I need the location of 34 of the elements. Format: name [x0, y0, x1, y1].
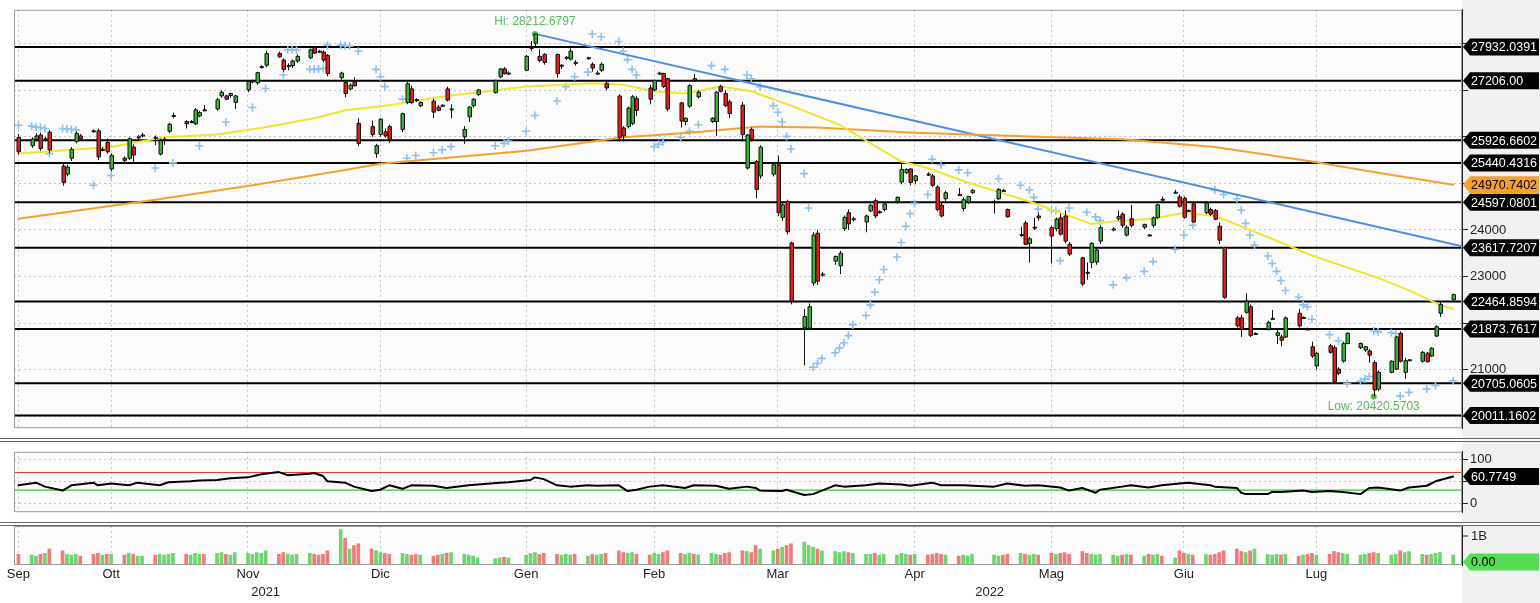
annotation: Low: 20420.5703	[1327, 398, 1421, 413]
ref-line-label: 20011.1602	[1471, 409, 1537, 424]
ref-line-label: 25926.6602	[1471, 133, 1538, 148]
x-tick-label: Feb	[642, 566, 666, 582]
ref-line-label: 27206.00	[1471, 74, 1524, 89]
text: 2022	[975, 584, 1005, 600]
ref-line-label: 20705.0605	[1471, 376, 1538, 391]
x-tick-label: Apr	[904, 566, 926, 582]
y-tick-label: 100	[1470, 450, 1492, 466]
ref-line-label: 22464.8594	[1471, 294, 1538, 309]
x-tick-label: Giu	[1173, 566, 1194, 582]
ref-line-label: 25440.4316	[1471, 156, 1538, 171]
data-label: 24970.7402	[1471, 178, 1538, 193]
ref-line-label: 21873.7617	[1471, 322, 1538, 337]
x-tick-label: Gen	[513, 566, 539, 582]
text: 1B	[1471, 527, 1487, 543]
x-tick-label: Mag	[1038, 566, 1065, 582]
y-tick-label: 21000	[1470, 361, 1507, 377]
y-tick-label: 0	[1470, 494, 1478, 510]
ref-line-label: 27932.0391	[1471, 40, 1538, 55]
x-tick-label: Ott	[102, 566, 121, 582]
x-tick-label: Sep	[6, 566, 30, 582]
x-tick-label: Dic	[371, 566, 391, 582]
ref-line-label: 24597.0801	[1471, 195, 1538, 210]
y-tick-label: 24000	[1470, 221, 1507, 237]
x-tick-label: Nov	[236, 566, 261, 582]
annotation: Hi: 28212.6797	[494, 14, 576, 29]
data-label: 60.7749	[1471, 470, 1517, 485]
x-tick-label: Lug	[1305, 566, 1328, 582]
text: 0.00	[1471, 555, 1496, 570]
y-tick-label: 23000	[1470, 268, 1507, 284]
x-tick-label: Mar	[766, 566, 790, 582]
text: 2021	[251, 584, 281, 600]
ref-line-label: 23617.7207	[1471, 241, 1538, 256]
